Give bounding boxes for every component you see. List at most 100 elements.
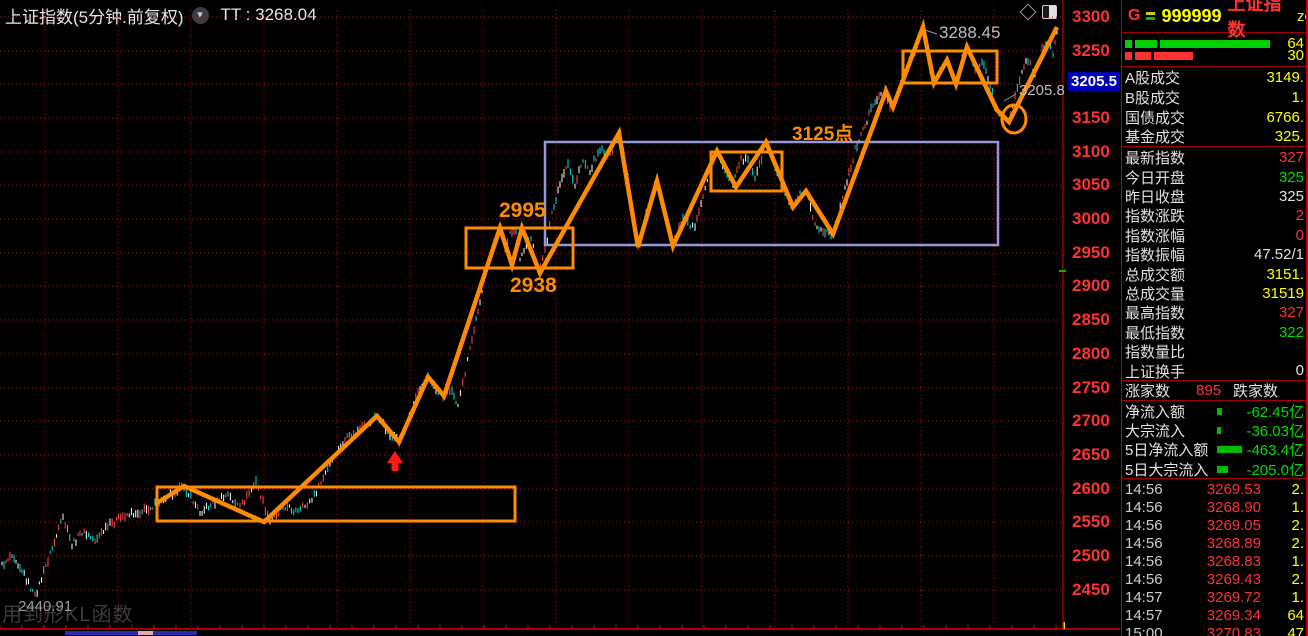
price-annotation: 3205.8	[1019, 82, 1065, 99]
price-axis[interactable]: 3205.5 330032503200315031003050300029502…	[1063, 0, 1121, 636]
volume-bar-segment	[1135, 52, 1151, 60]
stat-label: 上证换手	[1125, 363, 1186, 381]
tick-price: 3270.83	[1206, 625, 1261, 636]
candle-series	[1, 23, 1058, 597]
flow-bar	[1217, 446, 1242, 454]
volume-bar-value: 64	[1287, 35, 1304, 52]
flow-value: -62.45亿	[1246, 404, 1304, 422]
stat-value: 6766.	[1266, 108, 1304, 126]
price-annotation: 2938	[510, 274, 557, 297]
stat-value: 325	[1278, 168, 1304, 186]
axis-tick-label: 3150	[1072, 108, 1110, 127]
advancers-label: 涨家数	[1125, 383, 1171, 400]
tick-price: 3269.34	[1206, 607, 1261, 625]
axis-tick-label: 2450	[1072, 580, 1110, 599]
scrollbar-thumb[interactable]	[138, 631, 153, 635]
tick-price: 3268.83	[1206, 552, 1261, 570]
stat-value: 327	[1278, 149, 1304, 167]
tick-row[interactable]: 14:57 3269.72 1.	[1122, 589, 1306, 607]
axis-tick-label: 3050	[1072, 175, 1110, 194]
tick-row[interactable]: 14:56 3268.90 1.	[1122, 498, 1306, 516]
stock-header-row[interactable]: G 999999 上证指数 zc	[1122, 0, 1306, 40]
split-window-icon[interactable]	[1042, 5, 1057, 19]
price-chart[interactable]	[0, 0, 1121, 636]
stat-label: 指数涨幅	[1125, 227, 1186, 245]
axis-tick-label: 2950	[1072, 243, 1110, 262]
axis-tick-label: 2900	[1072, 276, 1110, 295]
tick-time: 15:00	[1125, 625, 1163, 636]
flow-bar	[1217, 427, 1221, 435]
tick-row[interactable]: 14:57 3269.34 64	[1122, 607, 1306, 625]
tick-row[interactable]: 14:56 3268.89 2.	[1122, 534, 1306, 552]
stock-name: 上证指数	[1227, 0, 1282, 40]
stat-row: 昨日收盘 325	[1122, 187, 1306, 206]
horizontal-scrollbar[interactable]	[65, 631, 197, 635]
stat-value: 3151.	[1266, 265, 1304, 283]
watermark-text: 用到形KL函数	[2, 604, 134, 626]
tick-time: 14:57	[1125, 607, 1163, 625]
tick-price: 3269.43	[1206, 571, 1261, 589]
tick-list[interactable]: 14:56 3269.53 2. 14:56 3268.90 1. 14:56 3269.05…	[1122, 480, 1306, 636]
flow-value: -463.4亿	[1246, 442, 1304, 460]
volume-bar-segment	[1160, 40, 1270, 48]
axis-tick-label: 2850	[1072, 310, 1110, 329]
stat-value: 327	[1278, 304, 1304, 322]
tick-volume: 1.	[1291, 552, 1304, 570]
flow-label: 5日大宗流入	[1125, 461, 1209, 479]
stat-row: 最新指数 327	[1122, 148, 1306, 167]
stat-row: 总成交额 3151.	[1122, 264, 1306, 284]
tick-row[interactable]: 14:56 3269.53 2.	[1122, 480, 1306, 498]
stat-label: 总成交额	[1125, 266, 1186, 284]
tick-time: 14:56	[1125, 571, 1163, 589]
blue-range-box	[543, 140, 1000, 247]
tick-price: 3269.05	[1206, 516, 1261, 534]
price-annotation: 3288.45	[939, 23, 1001, 42]
stat-row: 国债成交 6766.	[1122, 107, 1306, 127]
chart-title: 上证指数(5分钟.前复权)	[5, 7, 184, 27]
volume-bar-segment	[1154, 52, 1193, 60]
chevron-down-icon[interactable]: ▾	[191, 6, 209, 24]
tick-volume: 2.	[1291, 480, 1304, 498]
volume-bar-segment	[1125, 40, 1132, 48]
volume-bar-row: 64	[1125, 35, 1304, 52]
stat-row: 总成交量 31519	[1122, 284, 1306, 303]
stat-label: 昨日收盘	[1125, 188, 1186, 206]
tick-time: 14:56	[1125, 552, 1163, 570]
axis-tick-label: 2750	[1072, 378, 1110, 397]
tick-row[interactable]: 14:56 3269.05 2.	[1122, 516, 1306, 534]
tick-price: 3269.72	[1206, 589, 1261, 607]
tick-volume: 1.	[1291, 589, 1304, 607]
flow-bar	[1217, 465, 1228, 473]
current-price-tag: 3205.5	[1068, 72, 1120, 91]
circle-marker	[1000, 103, 1028, 135]
price-annotation: 2440.91	[18, 598, 73, 615]
money-flow-row: 净流入额 -62.45亿	[1122, 402, 1306, 421]
axis-tick-label: 2550	[1072, 512, 1110, 531]
indicator-value-label: TT : 3268.04	[220, 5, 317, 24]
volume-bar-segment	[1135, 40, 1157, 48]
flow-label: 5日净流入额	[1125, 442, 1209, 460]
stat-label: 最高指数	[1125, 305, 1186, 323]
stat-value: 322	[1278, 323, 1304, 341]
flow-bar	[1217, 408, 1222, 416]
stat-label: 最低指数	[1125, 324, 1186, 342]
stat-value: 0	[1295, 226, 1304, 244]
tick-row[interactable]: 14:56 3269.43 2.	[1122, 570, 1306, 588]
orange-range-box	[155, 485, 517, 523]
money-flow-row: 5日大宗流入 -205.0亿	[1122, 460, 1306, 479]
axis-tick-label: 3300	[1072, 7, 1110, 26]
volume-bar-value: 30	[1287, 47, 1304, 64]
stat-label: 指数涨跌	[1125, 208, 1186, 226]
stat-label: 指数量比	[1125, 344, 1186, 362]
stat-row: 指数涨幅 0	[1122, 226, 1306, 245]
stat-value: 325	[1278, 187, 1304, 205]
axis-tick-label: 3000	[1072, 209, 1110, 228]
tick-row[interactable]: 14:56 3268.83 1.	[1122, 552, 1306, 570]
tick-price: 3268.90	[1206, 498, 1261, 516]
stock-code: 999999	[1161, 5, 1222, 26]
stat-row: B股成交 1.	[1122, 88, 1306, 108]
axis-tick-label: 3100	[1072, 142, 1110, 161]
tick-time: 14:56	[1125, 516, 1163, 534]
tick-row[interactable]: 15:00 3270.83 47	[1122, 625, 1306, 636]
